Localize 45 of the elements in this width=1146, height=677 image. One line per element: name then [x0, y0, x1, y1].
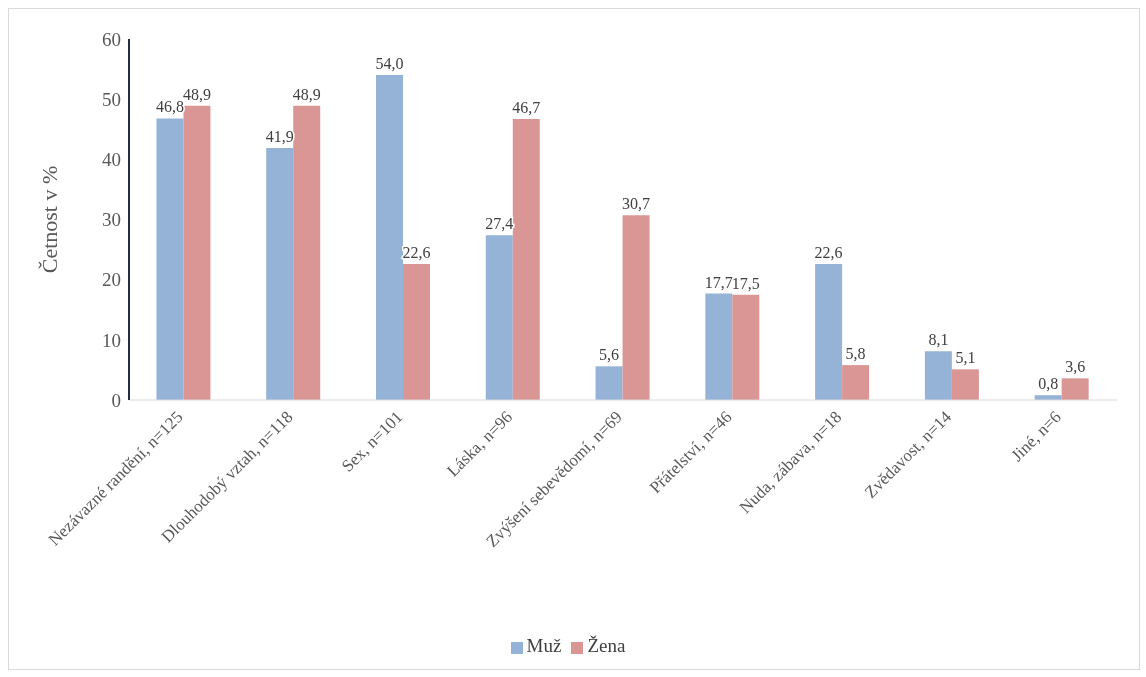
data-label: 5,1	[955, 349, 976, 367]
y-tick-label: 60	[102, 28, 121, 50]
bar	[512, 119, 540, 400]
data-label: 5,8	[845, 345, 866, 363]
bar	[924, 351, 952, 400]
bar	[951, 369, 979, 400]
legend-label: Žena	[587, 635, 626, 656]
bar	[1061, 378, 1089, 400]
x-tick-label: Jiné, n=6	[1007, 407, 1065, 466]
data-label: 3,6	[1065, 358, 1086, 376]
legend-label: Muž	[526, 635, 562, 656]
data-label: 46,7	[512, 99, 541, 117]
bar	[732, 294, 760, 400]
data-label: 22,6	[814, 244, 843, 262]
y-tick-label: 10	[102, 329, 121, 351]
y-tick-label: 20	[102, 269, 121, 291]
bar	[376, 75, 403, 400]
data-label: 54,0	[375, 55, 404, 73]
bar	[622, 215, 650, 400]
bar	[815, 264, 843, 400]
y-tick-label: 0	[111, 389, 121, 411]
y-tick-label: 50	[102, 88, 121, 110]
y-tick-label: 30	[102, 209, 121, 231]
bar	[705, 293, 733, 400]
data-label: 41,9	[265, 127, 294, 145]
bar	[156, 118, 184, 400]
bar	[266, 147, 294, 400]
y-tick-label: 40	[102, 149, 121, 171]
bar	[183, 105, 211, 400]
data-label: 22,6	[402, 244, 431, 262]
data-label: 27,4	[485, 215, 514, 233]
data-label: 5,6	[599, 346, 620, 364]
bar	[485, 235, 513, 400]
data-label: 48,9	[182, 85, 211, 103]
data-label: 17,7	[704, 273, 733, 291]
data-label: 48,9	[292, 85, 321, 103]
data-label: 30,7	[622, 195, 651, 213]
y-axis-title: Četnost v %	[36, 165, 62, 274]
bar	[403, 264, 430, 400]
bar	[293, 105, 321, 400]
bar	[842, 365, 870, 400]
data-label: 46,8	[155, 98, 184, 116]
bar	[595, 366, 623, 400]
data-label: 0,8	[1038, 375, 1059, 393]
data-label: 8,1	[928, 331, 949, 349]
